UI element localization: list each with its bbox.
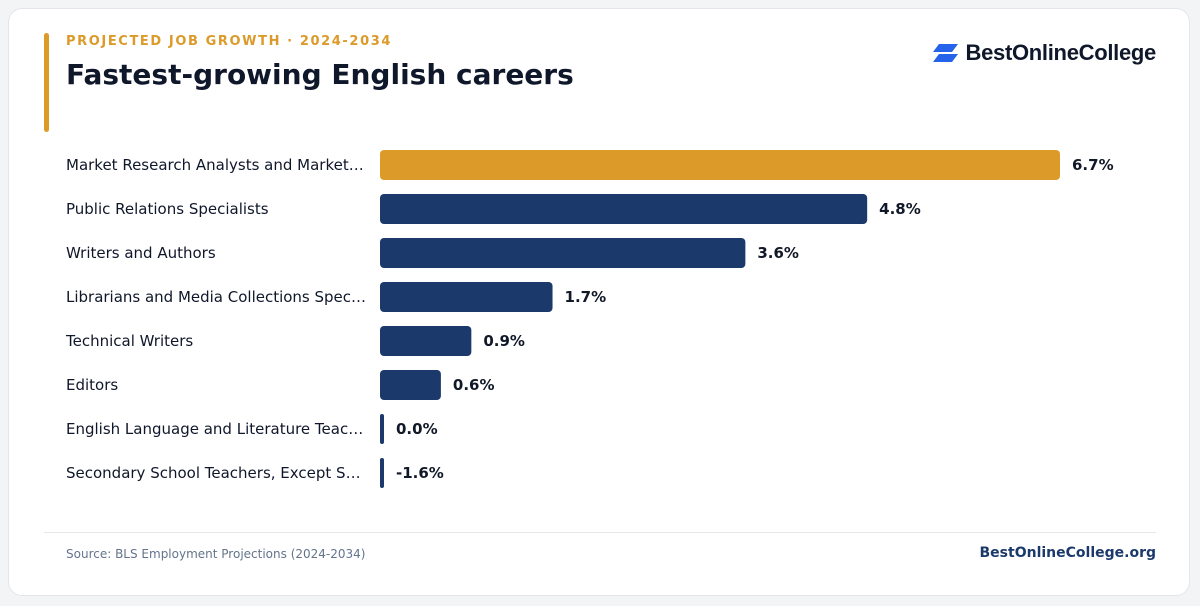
footer-divider: [44, 532, 1156, 533]
chart-card: [8, 8, 1190, 596]
value-label: 0.6%: [453, 376, 495, 394]
bar: [380, 326, 472, 356]
value-label: 6.7%: [1072, 156, 1114, 174]
chart-title: Fastest-growing English careers: [66, 58, 574, 91]
bar: [380, 282, 553, 312]
category-label: Public Relations Specialists: [66, 200, 269, 218]
site-link[interactable]: BestOnlineCollege.org: [979, 545, 1156, 561]
source-note: Source: BLS Employment Projections (2024…: [66, 547, 366, 561]
category-label: Editors: [66, 376, 118, 394]
value-label: 1.7%: [565, 288, 607, 306]
category-label: Writers and Authors: [66, 244, 216, 262]
accent-bar: [44, 33, 49, 132]
value-label: 0.9%: [483, 332, 525, 350]
bar: [380, 150, 1060, 180]
bar: [380, 194, 868, 224]
category-label: Secondary School Teachers, Except S…: [66, 464, 361, 482]
brand-logo: BestOnlineCollege: [932, 40, 1157, 66]
category-label: Librarians and Media Collections Spec…: [66, 288, 366, 306]
brand-name: BestOnlineCollege: [965, 40, 1157, 65]
category-label: Market Research Analysts and Market…: [66, 156, 364, 174]
category-label: English Language and Literature Teac…: [66, 420, 363, 438]
value-label: 4.8%: [879, 200, 921, 218]
brand-logo-icon: [932, 44, 958, 62]
category-label: Technical Writers: [65, 332, 193, 350]
bar: [380, 458, 384, 488]
bar: [380, 370, 441, 400]
eyebrow-label: PROJECTED JOB GROWTH · 2024-2034: [66, 34, 393, 49]
value-label: 0.0%: [396, 420, 438, 438]
bar: [380, 238, 746, 268]
value-label: 3.6%: [757, 244, 799, 262]
bar: [380, 414, 384, 444]
value-label: -1.6%: [396, 464, 444, 482]
